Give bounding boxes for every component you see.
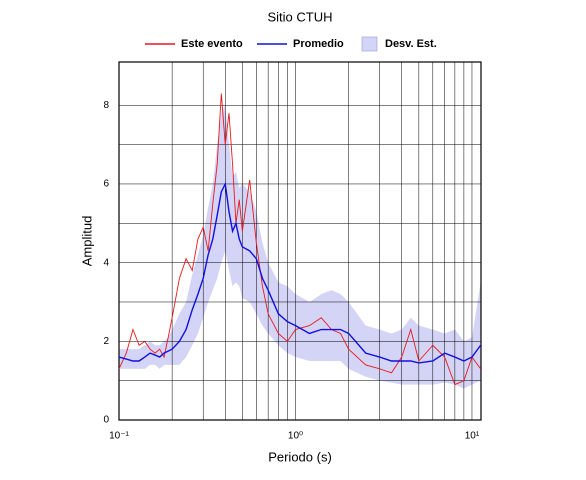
x-axis-label: Periodo (s) bbox=[268, 449, 332, 464]
y-tick-label: 6 bbox=[103, 179, 109, 190]
chart-title: Sitio CTUH bbox=[267, 9, 332, 24]
series-line bbox=[118, 93, 482, 386]
x-tick-label: 10⁻¹ bbox=[109, 431, 129, 442]
legend-swatch bbox=[361, 36, 378, 52]
legend-label: Promedio bbox=[293, 38, 344, 50]
std-band bbox=[119, 105, 481, 389]
y-tick-label: 2 bbox=[103, 336, 109, 347]
series-line bbox=[118, 181, 482, 364]
plot-frame bbox=[118, 61, 482, 421]
x-tick-label: 10⁰ bbox=[288, 431, 303, 442]
legend-label: Este evento bbox=[181, 38, 243, 50]
y-tick-label: 4 bbox=[103, 257, 109, 268]
y-tick-label: 0 bbox=[103, 415, 109, 426]
y-tick-label: 8 bbox=[103, 100, 109, 111]
y-axis-label: Amplitud bbox=[79, 216, 94, 267]
legend-label: Desv. Est. bbox=[385, 38, 437, 50]
x-tick-label: 10¹ bbox=[465, 431, 480, 442]
